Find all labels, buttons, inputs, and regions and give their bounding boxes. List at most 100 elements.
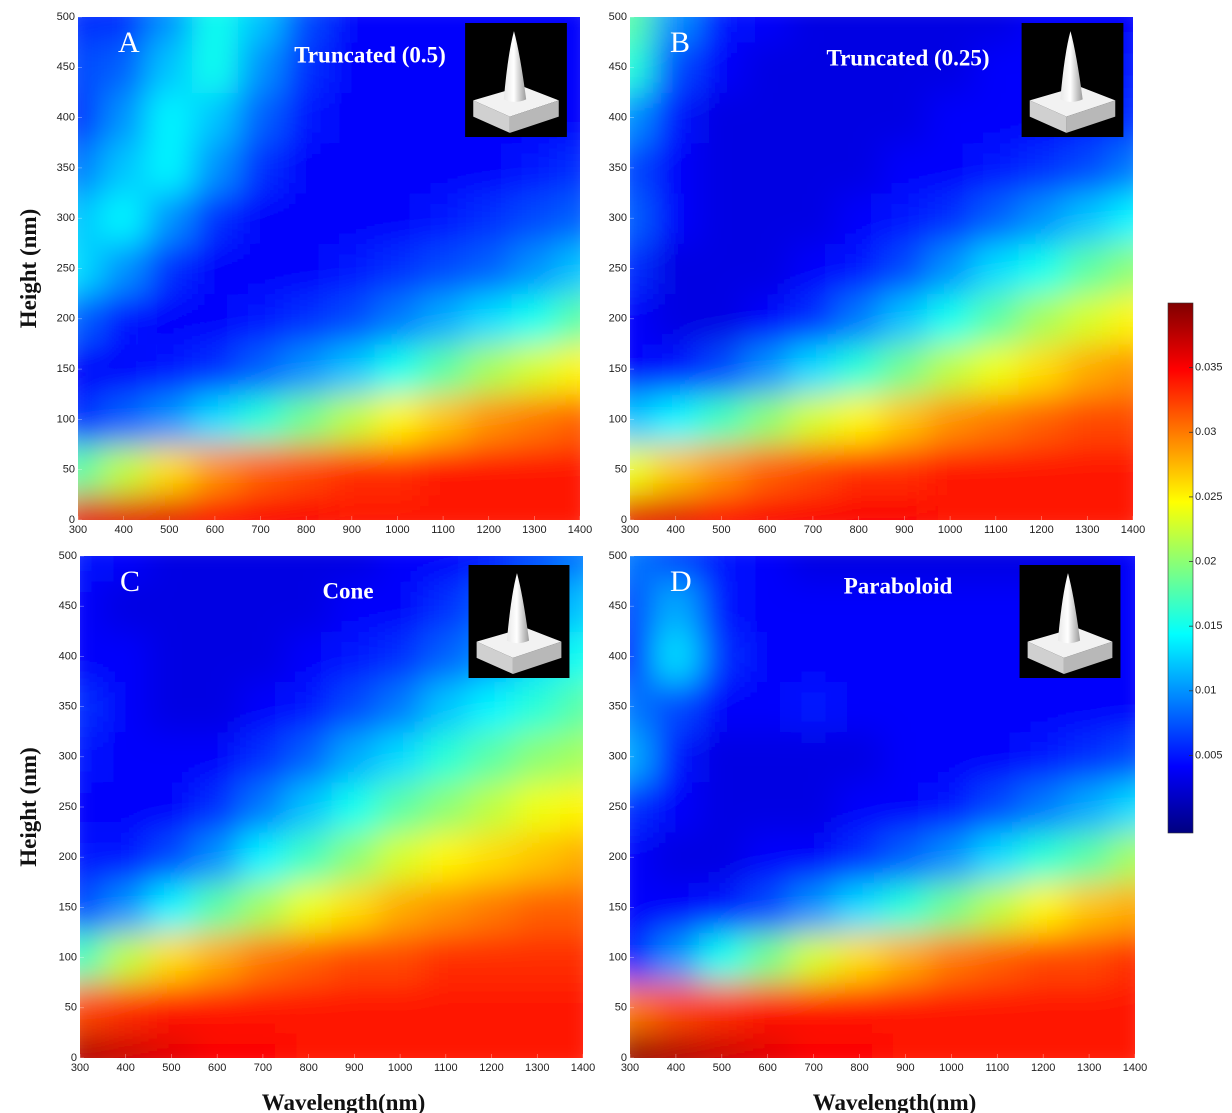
heatmap-cell	[331, 581, 378, 632]
heatmap-cell	[882, 982, 929, 1034]
x-tick-label: 1400	[1121, 524, 1145, 536]
heatmap-cell	[652, 394, 700, 446]
heatmap-cell	[698, 631, 746, 682]
heatmap-cell	[514, 1032, 561, 1058]
heatmap-cell	[630, 444, 654, 496]
heatmap-cell	[420, 42, 467, 93]
heatmap-cell	[744, 731, 792, 783]
heatmap-cell	[511, 394, 558, 446]
x-tick-label: 1300	[1075, 524, 1099, 536]
heatmap-cell	[148, 581, 195, 632]
heatmap-cell	[1018, 293, 1065, 345]
y-tick-label: 300	[59, 751, 77, 763]
heatmap-cell	[790, 982, 838, 1034]
heatmap-cell	[698, 42, 745, 93]
y-tick-label: 50	[65, 1002, 77, 1014]
heatmap-cell	[102, 932, 150, 984]
heatmap-cell	[148, 731, 195, 783]
heatmap-cell	[881, 17, 928, 43]
heatmap-cell	[1018, 444, 1065, 496]
heatmap-cell	[420, 444, 467, 496]
heatmap-cell	[1064, 343, 1111, 395]
heatmap-cell	[1064, 444, 1111, 496]
heatmap-cell	[329, 17, 376, 43]
heatmap-cell	[146, 494, 193, 520]
heatmap-cell	[377, 556, 424, 582]
heatmap-cell	[283, 193, 330, 244]
heatmap-cell	[331, 681, 378, 733]
heatmap-cell	[237, 444, 284, 496]
x-tick-label: 1200	[1031, 1062, 1055, 1074]
heatmap-cell	[928, 681, 975, 733]
y-tick-label: 300	[609, 212, 627, 224]
heatmap-cell	[100, 343, 147, 395]
heatmap-cell	[468, 882, 515, 933]
heatmap-cell	[652, 92, 700, 144]
heatmap-cell	[331, 882, 378, 933]
heatmap-cell	[652, 631, 700, 682]
heatmap-cell	[835, 444, 882, 496]
heatmap-cell	[377, 631, 424, 682]
heatmap-cell	[1112, 681, 1135, 733]
heatmap-cell	[240, 681, 287, 733]
heatmap	[78, 17, 580, 520]
x-tick-label: 1000	[939, 1062, 963, 1074]
heatmap-cell	[972, 193, 1020, 244]
heatmap-cell	[80, 581, 104, 632]
y-tick-label: 200	[609, 313, 627, 325]
heatmap-cell	[744, 193, 791, 244]
heatmap-cell	[80, 681, 104, 733]
heatmap-cell	[1066, 832, 1113, 883]
heatmap-cell	[80, 882, 104, 933]
y-tick-label: 250	[609, 801, 627, 813]
heatmap-cell	[240, 631, 287, 682]
heatmap-cell	[377, 932, 424, 984]
heatmap-cell	[744, 781, 792, 833]
heatmap-cell	[744, 92, 791, 144]
heatmap-cell	[560, 832, 583, 883]
heatmap-cell	[881, 42, 928, 93]
heatmap-cell	[331, 731, 378, 783]
y-tick-label: 100	[609, 952, 627, 964]
heatmap-cell	[78, 17, 102, 43]
heatmap-cell	[148, 882, 195, 933]
colorbar-tick-label: 0.02	[1195, 555, 1216, 567]
heatmap-cell	[80, 631, 104, 682]
heatmap-cell	[422, 556, 470, 582]
heatmap-cell	[790, 681, 838, 733]
heatmap-cell	[836, 731, 883, 783]
y-tick-label: 250	[609, 262, 627, 274]
heatmap-cell	[80, 982, 104, 1034]
inset-image	[468, 565, 570, 678]
heatmap-cell	[240, 982, 287, 1034]
heatmap-cell	[652, 193, 700, 244]
y-tick-label: 150	[609, 901, 627, 913]
heatmap-cell	[835, 394, 882, 446]
panel-title: Cone	[322, 578, 373, 603]
heatmap-cell	[881, 494, 928, 520]
heatmap-cell	[1018, 394, 1065, 446]
heatmap-cell	[237, 293, 284, 345]
heatmap-cell	[194, 882, 241, 933]
heatmap-cell	[974, 1032, 1021, 1058]
heatmap-cell	[146, 293, 193, 345]
heatmap-cell	[102, 681, 150, 733]
heatmap-cell	[1064, 142, 1111, 194]
heatmap-cell	[148, 681, 195, 733]
heatmap-cell	[557, 444, 580, 496]
heatmap-cell	[630, 681, 654, 733]
heatmap-cell	[744, 832, 792, 883]
heatmap-cell	[972, 444, 1020, 496]
panel-title: Paraboloid	[844, 573, 953, 598]
heatmap-cell	[468, 832, 515, 883]
y-tick-label: 0	[69, 514, 75, 526]
heatmap-cell	[148, 832, 195, 883]
heatmap-cell	[192, 444, 239, 496]
x-tick-label: 1200	[1029, 524, 1053, 536]
heatmap-cell	[1020, 982, 1067, 1034]
heatmap-cell	[557, 142, 580, 194]
heatmap-cell	[1064, 193, 1111, 244]
heatmap-cell	[744, 394, 791, 446]
heatmap-cell	[102, 832, 150, 883]
heatmap-cell	[1020, 681, 1067, 733]
